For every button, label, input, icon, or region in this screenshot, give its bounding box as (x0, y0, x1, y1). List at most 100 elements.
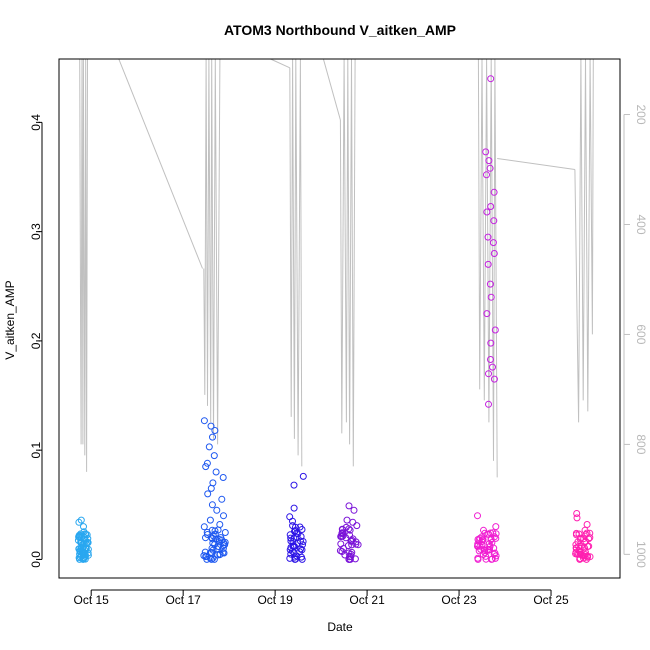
data-point (491, 554, 499, 562)
right-y-tick-label: 600 (634, 324, 648, 344)
data-point (290, 504, 298, 512)
data-point (206, 516, 214, 524)
data-point (586, 553, 594, 561)
y-axis-label: V_aitken_AMP (3, 280, 17, 359)
data-point (299, 472, 307, 480)
data-point (291, 555, 299, 563)
data-point (572, 548, 580, 556)
data-point (215, 543, 222, 550)
data-point (485, 400, 492, 408)
data-point (474, 554, 482, 562)
data-point (349, 518, 357, 526)
data-point (487, 203, 495, 210)
data-point (221, 529, 229, 536)
data-point (209, 479, 217, 487)
data-point (487, 356, 494, 363)
x-tick-label: Oct 19 (257, 593, 293, 607)
right-y-tick-label: 400 (634, 214, 648, 234)
data-point (489, 529, 497, 537)
data-point (487, 339, 495, 347)
data-point (204, 490, 212, 498)
altitude-trace-segment (79, 58, 88, 472)
data-point (298, 526, 306, 533)
right-y-tick-label: 800 (634, 434, 648, 454)
data-point (348, 548, 356, 556)
data-point (484, 233, 492, 241)
data-point (345, 525, 353, 533)
x-tick-label: Oct 23 (441, 593, 477, 607)
y-tick-label: 0.2 (29, 332, 43, 349)
chart-title: ATOM3 Northbound V_aitken_AMP (224, 22, 456, 38)
data-point (573, 514, 581, 522)
data-point (483, 208, 491, 216)
right-y-tick-label: 1000 (634, 541, 648, 568)
data-point (286, 513, 294, 521)
data-point (286, 531, 294, 539)
data-point (485, 157, 493, 165)
data-point (200, 523, 208, 531)
data-point (75, 518, 83, 526)
data-point (482, 148, 490, 156)
data-point (490, 250, 498, 257)
data-point (204, 531, 211, 538)
data-point (486, 280, 494, 288)
data-point (211, 527, 219, 535)
data-point (298, 546, 306, 554)
altitude-trace-segment (118, 58, 203, 269)
data-point (338, 530, 346, 538)
altitude-trace-segment (203, 58, 221, 445)
data-point (476, 534, 484, 542)
data-point (202, 463, 210, 471)
altitude-trace-segment (497, 158, 575, 170)
x-tick-label: Oct 15 (74, 593, 110, 607)
data-point (210, 555, 218, 563)
y-tick-label: 0.0 (29, 551, 43, 568)
data-point (201, 548, 209, 556)
altitude-trace-segment (289, 58, 303, 467)
data-point (211, 427, 219, 434)
data-point (212, 468, 220, 476)
data-point (337, 540, 345, 548)
data-point (290, 534, 298, 542)
data-point (218, 495, 226, 503)
x-tick-label: Oct 21 (349, 593, 385, 607)
data-point (220, 512, 227, 520)
axes-layer: 0.0 0.1 0.2 0.3 0.4 Oct 15 Oct 17 Oct 19 Oct 21 O… (29, 104, 648, 607)
data-point (343, 516, 351, 524)
data-point (219, 549, 227, 556)
data-point (208, 555, 215, 563)
x-axis-label: Date (327, 620, 353, 634)
data-point (207, 422, 215, 430)
data-point (483, 310, 491, 318)
data-point (345, 502, 353, 510)
data-point (487, 293, 495, 301)
data-point (299, 541, 306, 549)
data-point (489, 363, 496, 371)
data-point (492, 534, 500, 542)
data-point (484, 260, 492, 268)
data-point (486, 164, 494, 172)
data-point (203, 459, 211, 467)
data-point (80, 523, 87, 531)
data-point (345, 549, 353, 557)
y-tick-label: 0.1 (29, 442, 43, 459)
data-point (209, 433, 216, 441)
altitude-trace-segment (322, 58, 341, 121)
data-point (215, 536, 223, 543)
data-point (490, 375, 498, 383)
data-point (485, 370, 492, 378)
right-y-tick-label: 200 (634, 104, 648, 124)
data-point (290, 543, 298, 551)
data-point (491, 326, 499, 334)
y-tick-label: 0.3 (29, 223, 43, 240)
plot-area-frame (58, 58, 621, 579)
data-point (290, 481, 298, 489)
data-point (297, 545, 305, 553)
data-point (491, 549, 499, 557)
data-point (577, 534, 585, 542)
data-point (217, 534, 225, 542)
data-point (205, 443, 213, 451)
data-point (338, 525, 346, 533)
data-point (77, 516, 85, 524)
